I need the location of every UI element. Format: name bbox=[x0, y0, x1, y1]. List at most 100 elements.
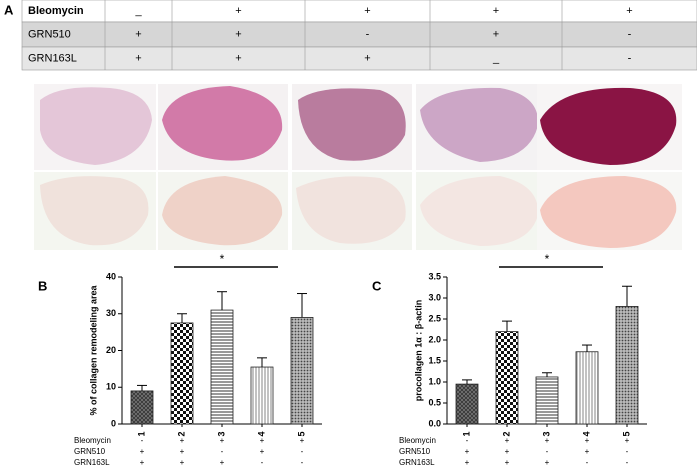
table-cell: + bbox=[235, 52, 241, 64]
significance-star: * bbox=[545, 252, 550, 266]
table-cell: + bbox=[626, 5, 632, 17]
y-tick-label: 40 bbox=[106, 271, 116, 281]
treatment-name: GRN163L bbox=[74, 458, 110, 467]
treatment-value: - bbox=[626, 458, 629, 467]
x-tick-label: 4 bbox=[256, 431, 266, 436]
table: Bleomycin _ + + + + GRN510 + + - + - GRN163L + + + _ - bbox=[21, 0, 697, 71]
treatment-name: GRN163L bbox=[399, 458, 435, 467]
table-cell: + bbox=[364, 5, 370, 17]
treatment-value: + bbox=[300, 436, 305, 445]
treatment-value: - bbox=[301, 447, 304, 456]
treatment-value: + bbox=[180, 458, 185, 467]
treatment-value: + bbox=[465, 458, 470, 467]
histology-images bbox=[34, 84, 682, 250]
error-bar bbox=[297, 293, 307, 318]
panel-label: C bbox=[372, 278, 382, 293]
treatment-value: - bbox=[586, 458, 589, 467]
table-cell: Bleomycin bbox=[28, 5, 84, 17]
bar bbox=[455, 383, 479, 425]
x-tick-label: 1 bbox=[136, 431, 146, 436]
bar bbox=[535, 376, 559, 425]
table-row bbox=[21, 0, 697, 23]
treatment-value: + bbox=[180, 447, 185, 456]
table-row bbox=[21, 46, 697, 71]
x-tick-label: 5 bbox=[621, 431, 631, 436]
treatment-value: + bbox=[260, 447, 265, 456]
bar bbox=[170, 322, 194, 425]
bar bbox=[575, 351, 599, 425]
table-cell: + bbox=[135, 52, 141, 64]
treatment-value: + bbox=[260, 436, 265, 445]
treatment-value: + bbox=[465, 447, 470, 456]
treatment-value: + bbox=[585, 447, 590, 456]
x-tick-label: 1 bbox=[461, 431, 471, 436]
x-tick-label: 3 bbox=[216, 431, 226, 436]
y-tick-label: 3.0 bbox=[428, 292, 441, 302]
y-tick-label: 3.5 bbox=[428, 271, 441, 281]
bar bbox=[290, 317, 314, 425]
table-cell: GRN510 bbox=[28, 28, 71, 40]
y-tick-label: 0.0 bbox=[428, 418, 441, 428]
table-cell: + bbox=[235, 28, 241, 40]
bar bbox=[615, 305, 639, 425]
panel-label: A bbox=[4, 2, 14, 17]
treatment-value: - bbox=[626, 447, 629, 456]
x-tick-label: 2 bbox=[176, 431, 186, 436]
error-bar bbox=[462, 379, 472, 385]
y-axis-label: % of collagen remodeling area bbox=[88, 284, 98, 415]
treatment-value: - bbox=[141, 436, 144, 445]
treatment-name: GRN510 bbox=[74, 447, 106, 456]
treatment-name: GRN510 bbox=[399, 447, 431, 456]
table-cell: - bbox=[366, 28, 370, 40]
y-tick-label: 20 bbox=[106, 345, 116, 355]
x-tick-label: 2 bbox=[501, 431, 511, 436]
x-tick-label: 4 bbox=[581, 431, 591, 436]
treatment-value: + bbox=[545, 458, 550, 467]
error-bar bbox=[137, 384, 147, 391]
error-bar bbox=[177, 313, 187, 323]
y-tick-label: 2.5 bbox=[428, 313, 441, 323]
treatment-value: + bbox=[505, 436, 510, 445]
y-tick-label: 2.0 bbox=[428, 334, 441, 344]
charts: 0 10 20 30 40 % of collagen remodeling area 1 2… bbox=[74, 252, 647, 467]
treatment-value: - bbox=[261, 458, 264, 467]
bar bbox=[130, 390, 154, 425]
treatment-value: + bbox=[180, 436, 185, 445]
treatment-value: - bbox=[546, 447, 549, 456]
y-tick-label: 0 bbox=[111, 418, 116, 428]
table-row bbox=[21, 21, 697, 48]
error-bar bbox=[542, 372, 552, 377]
treatment-value: + bbox=[585, 436, 590, 445]
treatment-value: - bbox=[301, 458, 304, 467]
bar bbox=[250, 366, 274, 425]
panel-label: B bbox=[38, 278, 47, 293]
table-cell: _ bbox=[134, 5, 142, 17]
bar bbox=[210, 309, 234, 425]
treatment-value: + bbox=[505, 447, 510, 456]
x-tick-label: 5 bbox=[296, 431, 306, 436]
y-tick-label: 10 bbox=[106, 382, 116, 392]
error-bar bbox=[217, 291, 227, 311]
y-tick-label: 1.5 bbox=[428, 355, 441, 365]
table-cell: + bbox=[493, 28, 499, 40]
treatment-value: + bbox=[140, 447, 145, 456]
table-cell: - bbox=[628, 28, 632, 40]
treatment-value: + bbox=[505, 458, 510, 467]
table-cell: + bbox=[493, 5, 499, 17]
table-cell: + bbox=[235, 5, 241, 17]
bar bbox=[495, 331, 519, 425]
treatment-name: Bleomycin bbox=[399, 436, 436, 445]
error-bar bbox=[582, 344, 592, 352]
table-cell: - bbox=[628, 52, 632, 64]
treatment-value: + bbox=[220, 436, 225, 445]
table-cell: + bbox=[364, 52, 370, 64]
treatment-value: + bbox=[625, 436, 630, 445]
y-tick-label: 1.0 bbox=[428, 376, 441, 386]
y-tick-label: 0.5 bbox=[428, 397, 441, 407]
error-bar bbox=[257, 357, 267, 368]
treatment-value: + bbox=[220, 458, 225, 467]
y-axis-label: procollagen 1α : β-actin bbox=[413, 300, 423, 402]
error-bar bbox=[502, 320, 512, 332]
treatment-value: - bbox=[466, 436, 469, 445]
